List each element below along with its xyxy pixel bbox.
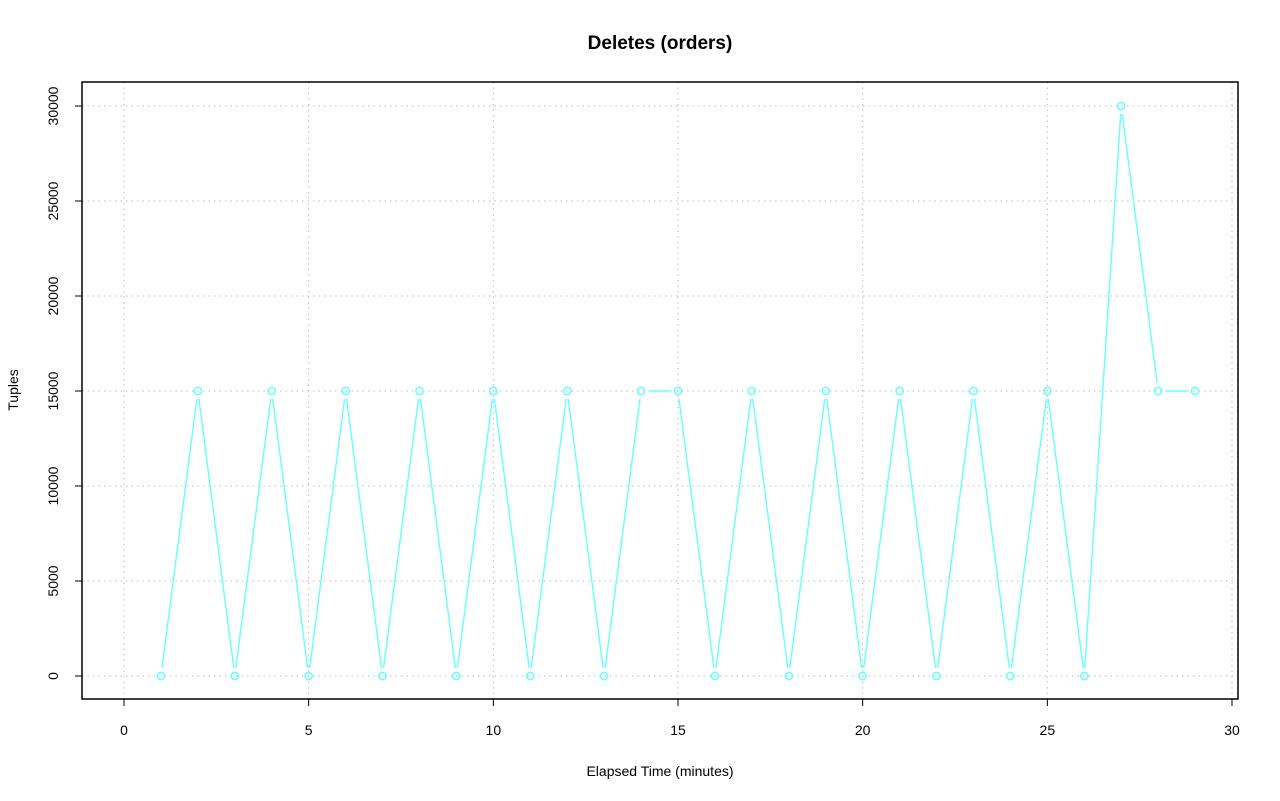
series-segment: [567, 398, 604, 669]
data-point: [341, 386, 350, 396]
data-point: [673, 386, 683, 396]
y-axis: 0 5000 10000 15000 20000 25000 30000: [45, 86, 82, 680]
series-segment: [789, 398, 826, 669]
data-point: [858, 671, 868, 681]
series-segment: [493, 398, 530, 669]
data-point: [821, 386, 831, 396]
series-segment: [752, 398, 789, 669]
data-point: [267, 386, 277, 396]
x-tick-label: 10: [486, 722, 502, 738]
data-point: [525, 671, 535, 681]
series-segment: [345, 398, 383, 669]
series-segment: [1121, 113, 1158, 384]
series-segment: [1010, 398, 1047, 669]
series-segment: [198, 398, 235, 669]
data-point: [1006, 671, 1015, 681]
y-tick-label: 20000: [45, 276, 61, 315]
series-segment: [382, 398, 420, 669]
data-point: [969, 386, 978, 396]
y-tick-label: 5000: [45, 565, 61, 596]
series-segment: [419, 398, 457, 669]
series-segment: [973, 398, 1011, 669]
series-segment: [309, 398, 346, 669]
x-tick-label: 30: [1224, 722, 1240, 738]
series-segment: [826, 398, 863, 669]
data-point: [230, 671, 240, 681]
data-point: [1079, 671, 1089, 681]
series-segment: [899, 398, 937, 669]
data-point: [1042, 386, 1052, 396]
x-tick-label: 15: [670, 722, 686, 738]
x-tick-label: 25: [1040, 722, 1056, 738]
data-point: [562, 386, 572, 396]
series-segment: [1047, 398, 1084, 669]
y-tick-label: 10000: [45, 466, 61, 505]
y-tick-label: 0: [45, 672, 61, 680]
series-segment: [530, 398, 567, 669]
y-tick-label: 15000: [45, 371, 61, 410]
data-point: [784, 671, 794, 681]
data-point: [415, 386, 424, 396]
data-point: [156, 671, 166, 681]
y-axis-label: Tuples: [5, 369, 21, 411]
data-points: [156, 101, 1200, 681]
x-axis: 0 5 10 15 20 25 30: [120, 699, 1240, 738]
data-point: [636, 386, 646, 396]
data-point: [1116, 101, 1126, 111]
series-segment: [715, 398, 752, 669]
series-segment: [863, 398, 900, 669]
series-segment: [272, 398, 309, 669]
x-tick-label: 0: [120, 722, 128, 738]
data-point: [488, 386, 498, 396]
data-point: [710, 671, 720, 681]
y-tick-label: 25000: [45, 181, 61, 220]
series-segment: [235, 398, 272, 669]
series-segment: [604, 398, 641, 669]
data-point: [193, 386, 203, 396]
series-segment: [456, 398, 493, 669]
data-point: [378, 671, 387, 681]
data-point: [304, 671, 314, 681]
y-tick-label: 30000: [45, 86, 61, 125]
x-axis-label: Elapsed Time (minutes): [586, 763, 733, 779]
series-line: [161, 113, 1188, 669]
x-tick-label: 5: [305, 722, 313, 738]
data-point: [452, 671, 461, 681]
data-point: [747, 386, 757, 396]
data-point: [1190, 386, 1200, 396]
series-segment: [161, 398, 198, 669]
series-segment: [1084, 113, 1122, 669]
data-point: [1153, 386, 1163, 396]
chart-title: Deletes (orders): [588, 33, 733, 54]
x-tick-label: 20: [855, 722, 871, 738]
data-point: [599, 671, 609, 681]
data-point: [932, 671, 941, 681]
data-point: [895, 386, 904, 396]
series-segment: [936, 398, 974, 669]
series-segment: [678, 398, 715, 669]
